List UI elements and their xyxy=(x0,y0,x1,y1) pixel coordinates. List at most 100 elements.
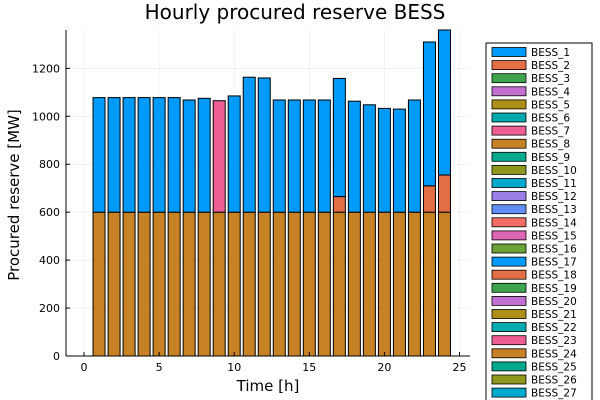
legend-label-bess-11: BESS_11 xyxy=(531,178,577,190)
bars xyxy=(92,29,451,357)
bar-bess-8-h11 xyxy=(242,211,256,357)
bar-bess-8-h14 xyxy=(287,211,301,357)
bar-bess-1-h20 xyxy=(377,107,391,213)
bar-bess-8-h8 xyxy=(197,211,211,357)
bar-bess-8-h20 xyxy=(377,211,391,357)
bar-bess-1-h13 xyxy=(272,99,286,213)
legend-label-bess-2: BESS_2 xyxy=(531,60,570,72)
bar-bess-1-h8 xyxy=(197,97,211,213)
legend-swatch-bess-3 xyxy=(491,73,527,84)
bar-bess-1-h19 xyxy=(362,104,376,213)
y-tick-label: 1200 xyxy=(32,62,60,75)
bar-bess-1-h7 xyxy=(182,99,196,213)
legend-label-bess-7: BESS_7 xyxy=(531,126,570,138)
x-tick-label: 25 xyxy=(452,361,466,374)
y-tick-label: 400 xyxy=(39,254,60,267)
legend-label-bess-21: BESS_21 xyxy=(531,309,577,321)
legend-label-bess-15: BESS_15 xyxy=(531,230,577,242)
legend-label-bess-17: BESS_17 xyxy=(531,257,577,269)
y-tick-label: 800 xyxy=(39,158,60,171)
bar-bess-1-h11 xyxy=(242,76,256,213)
bar-bess-8-h1 xyxy=(92,211,106,357)
bar-bess-1-h1 xyxy=(92,97,106,213)
bar-bess-1-h4 xyxy=(137,97,151,213)
legend-label-bess-13: BESS_13 xyxy=(531,204,577,216)
bar-bess-1-h18 xyxy=(347,100,361,213)
bar-bess-7-h9 xyxy=(212,100,226,213)
bar-bess-1-h10 xyxy=(227,95,241,213)
legend-swatch-bess-15 xyxy=(491,230,527,241)
legend-swatch-bess-16 xyxy=(491,243,527,254)
bar-bess-8-h4 xyxy=(137,211,151,357)
bar-bess-1-h15 xyxy=(302,99,316,213)
chart-title: Hourly procured reserve BESS xyxy=(145,0,446,24)
bar-bess-8-h23 xyxy=(422,211,436,357)
legend-label-bess-12: BESS_12 xyxy=(531,191,577,203)
legend-swatch-bess-9 xyxy=(491,151,527,162)
bar-bess-8-h5 xyxy=(152,211,166,357)
legend-swatch-bess-14 xyxy=(491,217,527,228)
bar-bess-8-h7 xyxy=(182,211,196,357)
bar-bess-2-h17 xyxy=(332,196,346,213)
legend-swatch-bess-6 xyxy=(491,112,527,123)
legend-swatch-bess-20 xyxy=(491,295,527,306)
legend-label-bess-23: BESS_23 xyxy=(531,335,577,347)
y-tick-label: 600 xyxy=(39,206,60,219)
bar-bess-1-h3 xyxy=(122,97,136,213)
legend-label-bess-5: BESS_5 xyxy=(531,99,570,111)
x-tick-label: 15 xyxy=(302,361,316,374)
legend-swatch-bess-24 xyxy=(491,348,527,359)
axes: 0 5 10 15 20 25 0 200 400 600 800 1000 1200 xyxy=(32,30,470,374)
bar-bess-2-h24 xyxy=(437,174,451,213)
bar-bess-1-h14 xyxy=(287,99,301,213)
legend-label-bess-27: BESS_27 xyxy=(531,388,577,400)
bar-bess-1-h12 xyxy=(257,77,271,213)
legend-swatch-bess-25 xyxy=(491,361,527,372)
bar-bess-8-h6 xyxy=(167,211,181,357)
legend-swatch-bess-10 xyxy=(491,164,527,175)
bar-bess-8-h16 xyxy=(317,211,331,357)
bar-bess-8-h15 xyxy=(302,211,316,357)
bar-bess-1-h16 xyxy=(317,99,331,213)
legend-swatch-bess-19 xyxy=(491,282,527,293)
legend-swatch-bess-12 xyxy=(491,191,527,202)
legend-label-bess-25: BESS_25 xyxy=(531,361,577,373)
legend-swatch-bess-11 xyxy=(491,178,527,188)
legend-label-bess-6: BESS_6 xyxy=(531,113,570,125)
x-tick-label: 5 xyxy=(156,361,163,374)
legend-swatch-bess-8 xyxy=(491,138,527,149)
bar-bess-8-h9 xyxy=(212,211,226,357)
bar-bess-8-h12 xyxy=(257,211,271,357)
bar-bess-8-h22 xyxy=(407,211,421,357)
legend-swatch-bess-18 xyxy=(491,269,527,280)
bar-bess-8-h2 xyxy=(107,211,121,357)
bar-bess-8-h17 xyxy=(332,211,346,357)
legend-swatch-bess-22 xyxy=(491,322,527,333)
bar-bess-1-h17 xyxy=(332,77,346,198)
legend-swatch-bess-5 xyxy=(491,99,527,110)
legend-swatch-bess-21 xyxy=(491,309,527,319)
bar-bess-8-h24 xyxy=(437,211,451,357)
legend-swatch-bess-13 xyxy=(491,204,527,215)
legend-swatch-bess-4 xyxy=(491,86,527,97)
legend-label-bess-20: BESS_20 xyxy=(531,296,577,308)
legend-label-bess-26: BESS_26 xyxy=(531,375,577,387)
legend-label-bess-19: BESS_19 xyxy=(531,283,577,295)
legend-label-bess-14: BESS_14 xyxy=(531,217,577,229)
legend-label-bess-24: BESS_24 xyxy=(531,348,577,360)
legend-label-bess-1: BESS_1 xyxy=(531,47,570,59)
legend-swatch-bess-2 xyxy=(491,60,527,70)
legend-swatch-bess-1 xyxy=(491,47,527,57)
legend-label-bess-10: BESS_10 xyxy=(531,165,577,177)
bar-bess-8-h21 xyxy=(392,211,406,357)
legend-swatch-bess-17 xyxy=(491,256,527,267)
y-axis-label: Procured reserve [MW] xyxy=(5,109,23,281)
legend: BESS_1BESS_2BESS_3BESS_4BESS_5BESS_6BESS… xyxy=(485,42,593,400)
bar-bess-1-h5 xyxy=(152,97,166,213)
y-tick-label: 1000 xyxy=(32,110,60,123)
legend-label-bess-9: BESS_9 xyxy=(531,152,570,164)
y-tick-label: 0 xyxy=(53,350,60,363)
legend-swatch-bess-7 xyxy=(491,125,527,136)
bar-bess-8-h18 xyxy=(347,211,361,357)
